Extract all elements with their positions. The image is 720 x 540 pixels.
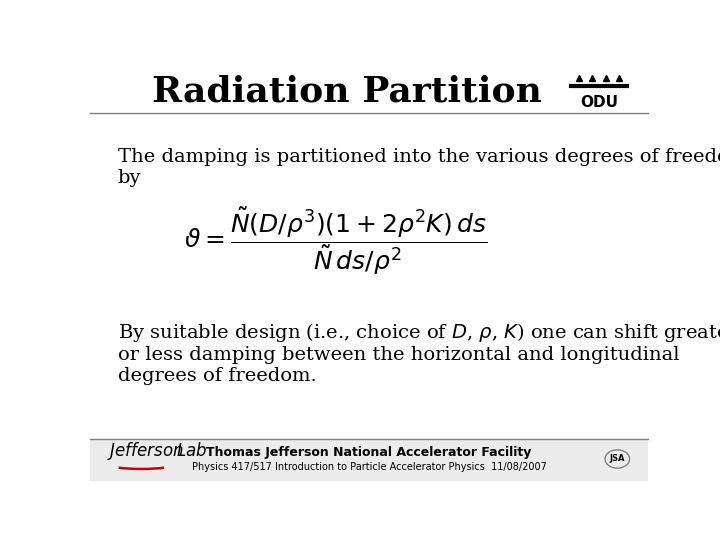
- Text: $\mathit{Lab}$: $\mathit{Lab}$: [176, 442, 207, 460]
- Text: JSA: JSA: [610, 455, 625, 463]
- Text: Thomas Jefferson National Accelerator Facility: Thomas Jefferson National Accelerator Fa…: [207, 446, 531, 459]
- Text: $\vartheta = \dfrac{\tilde{N}(D/\rho^3)(1+2\rho^2 K)\,ds}{\tilde{N}\,ds/\rho^2}$: $\vartheta = \dfrac{\tilde{N}(D/\rho^3)(…: [184, 206, 487, 278]
- Text: ODU: ODU: [580, 94, 618, 110]
- Text: By suitable design (i.e., choice of $D$, $\rho$, $K$) one can shift greater
or l: By suitable design (i.e., choice of $D$,…: [118, 321, 720, 385]
- Bar: [90, 439, 648, 481]
- Text: $\mathit{Jefferson}$: $\mathit{Jefferson}$: [107, 440, 184, 462]
- Text: The damping is partitioned into the various degrees of freedom
by: The damping is partitioned into the vari…: [118, 148, 720, 187]
- Text: Physics 417/517 Introduction to Particle Accelerator Physics  11/08/2007: Physics 417/517 Introduction to Particle…: [192, 462, 546, 472]
- Text: Radiation Partition: Radiation Partition: [152, 75, 541, 109]
